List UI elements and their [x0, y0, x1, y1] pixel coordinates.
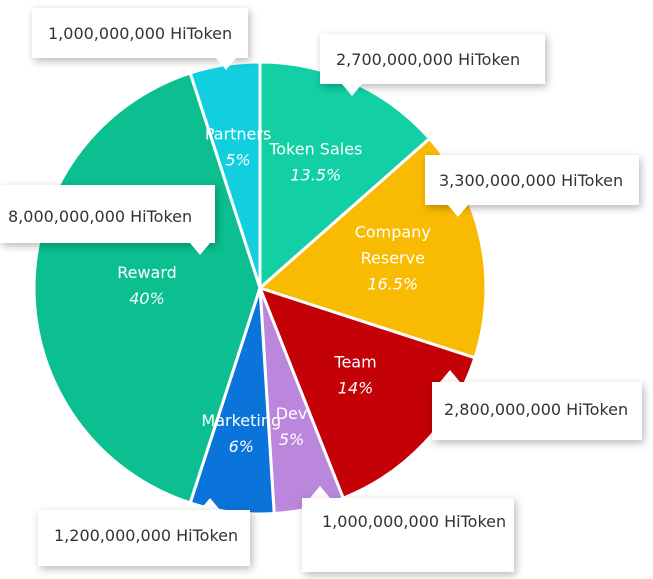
callout-partners: 1,000,000,000 HiToken	[32, 8, 248, 58]
slice-pct-dev: 5%	[279, 430, 304, 449]
callout-team-text: 2,800,000,000 HiToken	[444, 400, 629, 419]
callout-token-sales-text: 2,700,000,000 HiToken	[336, 50, 521, 69]
callout-dev-text: 1,000,000,000 HiToken	[322, 512, 507, 531]
callout-token-sales: 2,700,000,000 HiToken	[320, 34, 545, 84]
slice-label-company-reserve-0: Company	[355, 223, 431, 242]
callout-marketing: 1,200,000,000 HiToken	[38, 510, 250, 566]
callout-token-sales-pointer	[342, 84, 362, 96]
slice-label-company-reserve-1: Reserve	[361, 249, 425, 268]
callout-company-reserve-pointer	[448, 205, 468, 217]
slice-label-reward: Reward	[117, 263, 177, 282]
callout-partners-text: 1,000,000,000 HiToken	[48, 24, 233, 43]
callout-reward: 8,000,000,000 HiToken	[0, 185, 215, 243]
slice-pct-reward: 40%	[129, 289, 165, 308]
slice-label-dev: Dev	[276, 404, 308, 423]
slice-pct-company-reserve: 16.5%	[367, 275, 418, 294]
callout-company-reserve-text: 3,300,000,000 HiToken	[439, 171, 624, 190]
callout-reward-pointer	[190, 243, 210, 255]
slice-pct-team: 14%	[338, 379, 374, 398]
callout-dev: 1,000,000,000 HiToken	[302, 498, 514, 572]
slice-pct-token-sales: 13.5%	[290, 165, 341, 184]
slice-label-token-sales: Token Sales	[268, 139, 362, 158]
slice-label-partners: Partners	[205, 125, 271, 144]
slice-team	[257, 285, 477, 501]
callout-partners-pointer	[216, 58, 236, 70]
callout-marketing-pointer	[200, 498, 220, 510]
callout-dev-pointer	[310, 486, 330, 498]
slice-pct-partners: 5%	[225, 151, 250, 170]
callout-company-reserve: 3,300,000,000 HiToken	[425, 155, 639, 205]
callout-marketing-text: 1,200,000,000 HiToken	[54, 526, 239, 545]
slice-label-marketing: Marketing	[201, 411, 281, 430]
slice-pct-marketing: 6%	[229, 437, 254, 456]
callout-reward-text: 8,000,000,000 HiToken	[8, 207, 193, 226]
callout-team: 2,800,000,000 HiToken	[432, 382, 642, 440]
callout-team-pointer	[440, 370, 460, 382]
slice-reward	[32, 71, 262, 505]
slice-label-team: Team	[333, 353, 376, 372]
